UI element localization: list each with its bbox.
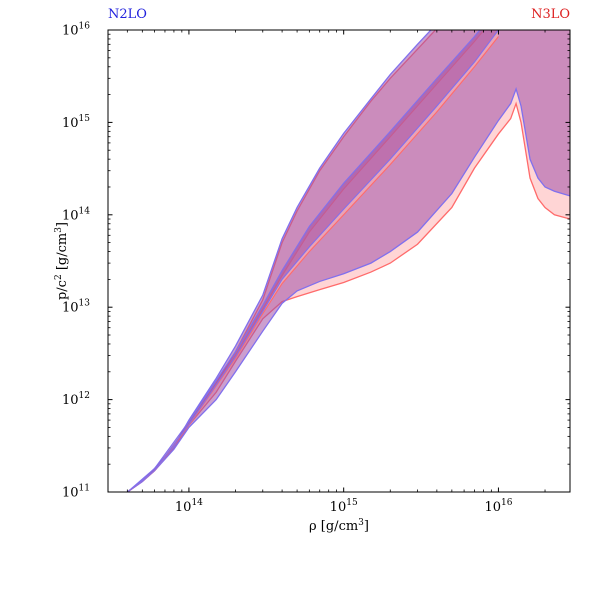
x-tick-label: 1016 [484, 498, 512, 515]
x-tick-label: 1015 [330, 498, 358, 515]
bands-layer [126, 30, 570, 492]
n2lo-outer-upper-edge [126, 30, 432, 492]
y-axis-label: p/c2 [g/cm3] [54, 222, 70, 300]
y-tick-label: 1011 [62, 484, 90, 501]
y-tick-label: 1012 [62, 391, 90, 408]
x-axis-label: ρ [g/cm3] [309, 518, 369, 534]
y-tick-label: 1014 [62, 206, 90, 223]
n2lo-outer-band [127, 30, 570, 492]
n2lo-inner-band [127, 30, 499, 492]
n2lo-inner-lower-edge [127, 30, 499, 492]
n3lo-inner-band [127, 30, 499, 492]
ticks-layer: 1014 1015 1016 1011 1012 1013 1014 1015 1016 [62, 22, 570, 515]
legend-n3lo: N3LO [531, 7, 570, 22]
plot-frame [107, 29, 571, 493]
y-tick-label: 1013 [62, 299, 90, 316]
x-tick-label: 1014 [175, 498, 203, 515]
n2lo-outer-lower-edge [126, 86, 570, 492]
y-tick-label: 1016 [62, 22, 90, 39]
y-tick-label: 1015 [62, 114, 90, 131]
n2lo-inner-upper-edge [126, 30, 481, 492]
legend-n2lo: N2LO [108, 7, 147, 22]
